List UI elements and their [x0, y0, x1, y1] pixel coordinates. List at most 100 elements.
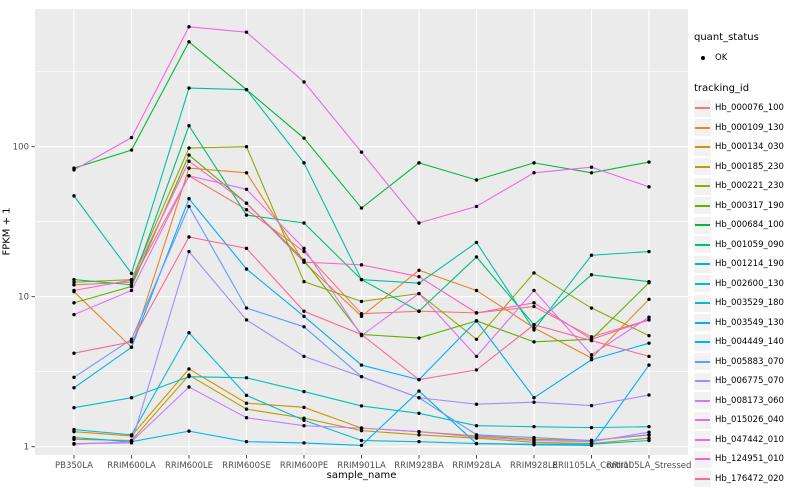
data-point: [302, 161, 306, 165]
data-point: [474, 288, 479, 293]
legend-title-quant-status: quant_status: [694, 32, 759, 43]
legend-key-line: [695, 341, 710, 343]
y-tick-label: 10: [18, 293, 29, 303]
legend-item-Hb_000185_230: Hb_000185_230: [694, 158, 800, 175]
x-tick-label: RRII105LA_Stressed: [607, 461, 692, 471]
data-point: [359, 277, 364, 282]
ok-point-icon: [700, 55, 705, 60]
data-point: [359, 332, 364, 337]
data-point: [647, 315, 651, 319]
data-point: [417, 268, 421, 272]
legend-item-Hb_003529_180: Hb_003529_180: [694, 294, 800, 312]
data-point: [244, 201, 249, 205]
legend-item-label: Hb_124951_010: [715, 454, 784, 464]
data-point: [474, 368, 479, 372]
legend-key-line: [695, 458, 710, 460]
data-point: [72, 277, 76, 282]
data-point: [359, 263, 364, 267]
legend-key-line: [695, 477, 710, 480]
data-point: [129, 396, 134, 400]
data-point: [532, 396, 536, 400]
legend-key-line: [695, 263, 710, 265]
data-point: [244, 306, 249, 310]
data-point: [187, 429, 191, 433]
data-point: [359, 443, 364, 448]
legend-key-line: [695, 243, 710, 246]
data-point: [129, 278, 134, 282]
legend-key-line: [695, 380, 710, 382]
legend-key-icon: [694, 372, 711, 390]
data-point: [129, 337, 134, 341]
data-point: [417, 411, 421, 415]
data-point: [532, 438, 536, 443]
data-point: [589, 439, 594, 444]
data-point: [417, 389, 421, 393]
legend-key-icon: [694, 392, 711, 409]
data-point: [302, 136, 306, 140]
data-point: [72, 442, 76, 446]
legend-key-line: [695, 146, 710, 148]
legend-item-label: Hb_015026_040: [715, 415, 784, 425]
data-point: [647, 430, 651, 434]
legend-item-Hb_004449_140: Hb_004449_140: [694, 333, 800, 351]
legend-item-Hb_000317_190: Hb_000317_190: [694, 197, 800, 214]
data-point: [72, 312, 76, 317]
data-point: [72, 351, 76, 355]
data-point: [589, 253, 594, 257]
data-point: [532, 161, 536, 165]
data-point: [129, 288, 134, 293]
data-point: [589, 403, 594, 408]
legend-item-Hb_008173_060: Hb_008173_060: [694, 392, 800, 409]
data-point: [417, 439, 421, 444]
legend-item-label: Hb_002600_130: [715, 278, 784, 289]
legend-key-line: [695, 126, 710, 129]
legend-key-line: [695, 399, 710, 402]
data-point: [72, 288, 76, 293]
legend-key-icon: [694, 119, 711, 136]
data-point: [359, 299, 364, 304]
data-point: [187, 235, 191, 239]
legend-quant-status: quant_status OK: [694, 32, 800, 66]
legend-key-icon: [694, 99, 711, 117]
data-point: [474, 354, 479, 359]
data-point: [417, 161, 421, 165]
legend-key-icon: [694, 333, 711, 351]
y-tick-label: 1: [24, 443, 29, 453]
data-point: [474, 319, 479, 323]
y-axis-title: FPKM + 1: [1, 207, 13, 256]
data-point: [187, 374, 191, 379]
legend-key-icon: [694, 353, 711, 370]
legend-item-Hb_002600_130: Hb_002600_130: [694, 275, 800, 292]
data-point: [302, 246, 306, 251]
data-point: [129, 271, 134, 276]
data-point: [129, 345, 134, 349]
data-point: [589, 443, 594, 448]
data-point: [72, 280, 76, 284]
data-point: [72, 168, 76, 172]
legend-item-Hb_001059_090: Hb_001059_090: [694, 236, 800, 253]
legend-item-Hb_015026_040: Hb_015026_040: [694, 411, 800, 429]
legend-item-label: Hb_000185_230: [715, 161, 784, 172]
data-point: [417, 274, 421, 279]
data-point: [417, 291, 421, 296]
data-point: [417, 221, 421, 225]
legend-key-line: [695, 204, 710, 207]
data-point: [244, 213, 249, 217]
legend-item-label: OK: [715, 52, 728, 63]
data-point: [474, 424, 479, 428]
legend-key-line: [695, 302, 710, 304]
data-point: [244, 171, 249, 175]
x-tick-label: RRIM600LE: [165, 461, 213, 471]
legend-item-label: Hb_000134_030: [715, 142, 784, 152]
data-point: [589, 273, 594, 277]
data-point: [647, 160, 651, 164]
data-point: [244, 393, 249, 398]
data-point: [359, 426, 364, 430]
legend-key-line: [695, 438, 710, 441]
legend-key-icon: [694, 177, 711, 195]
data-point: [187, 159, 191, 163]
data-point: [474, 311, 479, 315]
legend-key-line: [695, 185, 710, 187]
